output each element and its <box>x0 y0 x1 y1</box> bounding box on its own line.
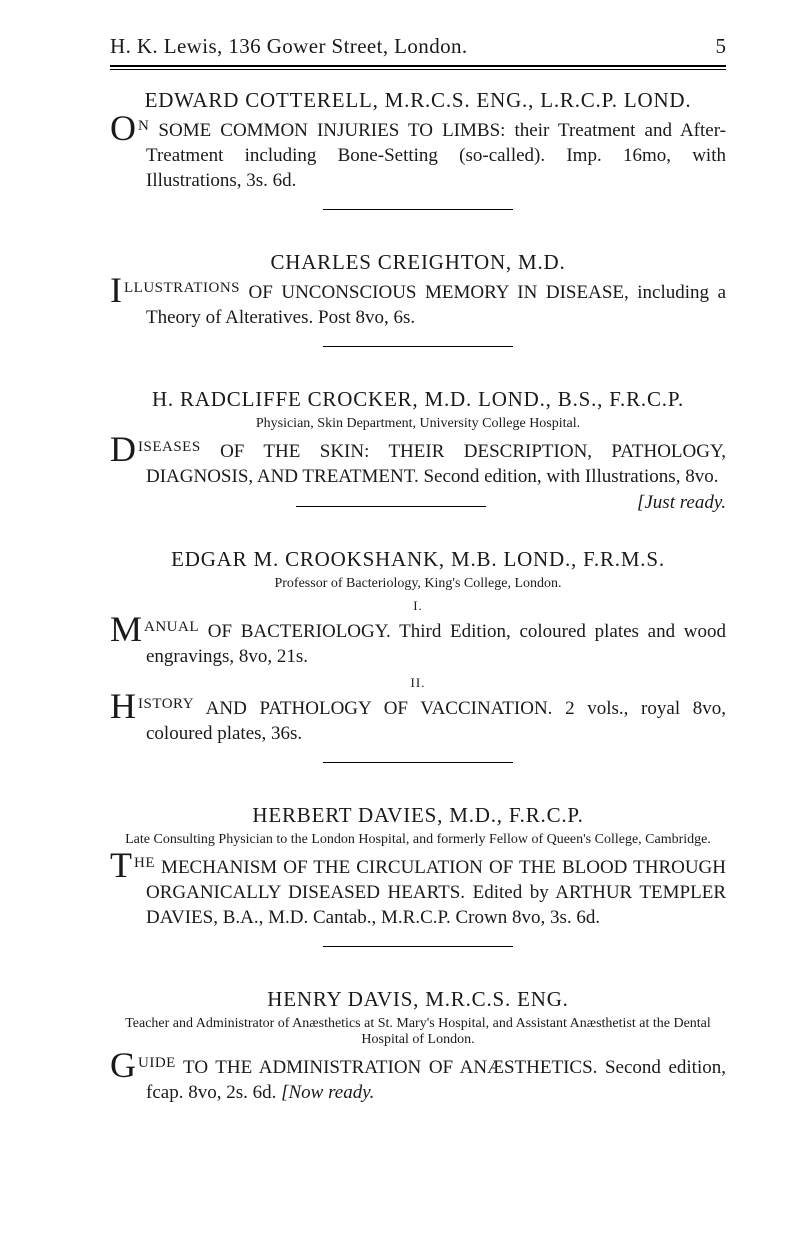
entry-davis: HENRY DAVIS, M.R.C.S. ENG. Teacher and A… <box>110 987 726 1105</box>
rule-top-thin <box>110 69 726 70</box>
author-line: HERBERT DAVIES, M.D., F.R.C.P. <box>110 803 726 828</box>
author-line: HENRY DAVIS, M.R.C.S. ENG. <box>110 987 726 1012</box>
entry-cotterell: EDWARD COTTERELL, M.R.C.S. ENG., L.R.C.P… <box>110 88 726 210</box>
entry-davies: HERBERT DAVIES, M.D., F.R.C.P. Late Cons… <box>110 803 726 947</box>
drop-initial: I <box>110 270 124 310</box>
first-word-rest: HE <box>134 855 155 871</box>
drop-initial: T <box>110 845 134 885</box>
rule-top-thick <box>110 65 726 67</box>
entry-creighton: CHARLES CREIGHTON, M.D. ILLUSTRATIONS OF… <box>110 250 726 347</box>
biblio-body: SOME COMMON INJURIES TO LIMBS: their Tre… <box>146 120 726 191</box>
running-head: H. K. Lewis, 136 Gower Street, London. 5 <box>110 34 726 59</box>
author-sub: Late Consulting Physician to the London … <box>110 832 726 848</box>
biblio-item: ON SOME COMMON INJURIES TO LIMBS: their … <box>110 117 726 193</box>
first-word-rest: N <box>138 118 149 134</box>
short-rule <box>296 506 486 507</box>
biblio-body: OF BACTERIOLOGY. Third Edition, coloured… <box>146 621 726 667</box>
roman-numeral: I. <box>110 598 726 614</box>
author-line: H. RADCLIFFE CROCKER, M.D. LOND., B.S., … <box>110 387 726 412</box>
author-line: CHARLES CREIGHTON, M.D. <box>110 250 726 275</box>
biblio-body: TO THE ADMINISTRATION OF ANÆSTHETICS. Se… <box>146 1057 726 1103</box>
biblio-item: GUIDE TO THE ADMINISTRATION OF ANÆSTHETI… <box>110 1054 726 1105</box>
biblio-body: MECHANISM OF THE CIRCULATION OF THE BLOO… <box>146 857 726 928</box>
short-rule <box>323 946 513 947</box>
biblio-item: DISEASES OF THE SKIN: THEIR DESCRIPTION,… <box>110 438 726 489</box>
inline-note: [Now ready. <box>281 1082 374 1103</box>
short-rule <box>323 209 513 210</box>
short-rule <box>323 346 513 347</box>
first-word-rest: LLUSTRATIONS <box>124 280 240 296</box>
drop-initial: G <box>110 1045 138 1085</box>
author-sub: Physician, Skin Department, University C… <box>110 416 726 432</box>
author-line: EDWARD COTTERELL, M.R.C.S. ENG., L.R.C.P… <box>110 88 726 113</box>
running-head-title: H. K. Lewis, 136 Gower Street, London. <box>110 34 468 59</box>
drop-initial: D <box>110 429 138 469</box>
right-note: [Just ready. <box>673 490 726 515</box>
author-sub: Professor of Bacteriology, King's Colleg… <box>110 576 726 592</box>
page-number: 5 <box>716 34 727 59</box>
biblio-body: OF THE SKIN: THEIR DESCRIPTION, PATHOLOG… <box>146 441 726 487</box>
short-rule <box>323 762 513 763</box>
drop-initial: H <box>110 686 138 726</box>
drop-initial: O <box>110 108 138 148</box>
author-line: EDGAR M. CROOKSHANK, M.B. LOND., F.R.M.S… <box>110 547 726 572</box>
roman-numeral: II. <box>110 675 726 691</box>
biblio-item: HISTORY AND PATHOLOGY OF VACCINATION. 2 … <box>110 695 726 746</box>
biblio-item: THE MECHANISM OF THE CIRCULATION OF THE … <box>110 854 726 930</box>
drop-initial: M <box>110 609 144 649</box>
biblio-item: ILLUSTRATIONS OF UNCONSCIOUS MEMORY IN D… <box>110 279 726 330</box>
author-sub: Teacher and Administrator of Anæsthetics… <box>110 1016 726 1048</box>
biblio-item: MANUAL OF BACTERIOLOGY. Third Edition, c… <box>110 618 726 669</box>
entry-crocker: H. RADCLIFFE CROCKER, M.D. LOND., B.S., … <box>110 387 726 506</box>
entry-crookshank: EDGAR M. CROOKSHANK, M.B. LOND., F.R.M.S… <box>110 547 726 763</box>
first-word-rest: ANUAL <box>144 619 199 635</box>
first-word-rest: ISEASES <box>138 439 201 455</box>
biblio-body: AND PATHOLOGY OF VACCINATION. 2 vols., r… <box>146 698 726 744</box>
first-word-rest: UIDE <box>138 1055 176 1071</box>
page: H. K. Lewis, 136 Gower Street, London. 5… <box>0 0 800 1238</box>
first-word-rest: ISTORY <box>138 696 194 712</box>
